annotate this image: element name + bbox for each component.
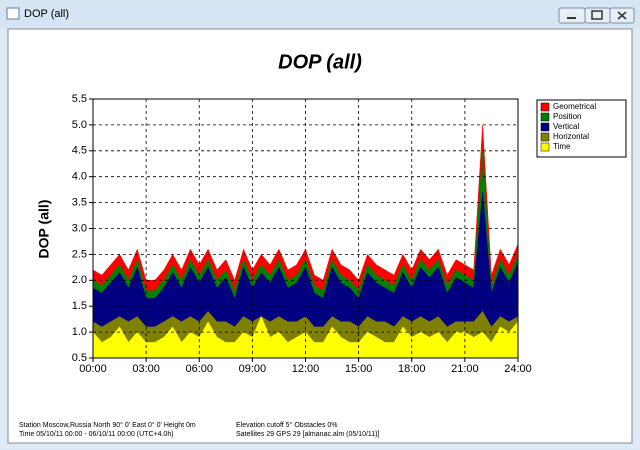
- title-bar: [0, 0, 640, 28]
- minimize-button[interactable]: [558, 7, 586, 24]
- plot: 0.5 1.0 1.5 2.0 2.5 3.0 3.5 4.0 4.5 5.0 5.5 00:00 03…: [72, 93, 532, 375]
- footer-elevation: Elevation cutoff 5° Obstacles 0%: [236, 421, 338, 429]
- x-tick-label: 09:00: [239, 363, 267, 375]
- legend-label: Position: [553, 112, 581, 121]
- y-tick-label: 3.5: [72, 197, 87, 209]
- footer-time: Time 05/10/11 00:00 - 06/10/11 00:00 (UT…: [19, 431, 174, 438]
- close-icon: [617, 11, 627, 20]
- window-buttons: [558, 7, 635, 24]
- x-tick-label: 06:00: [185, 363, 213, 375]
- legend-label: Geometrical: [553, 102, 596, 111]
- legend-swatch: [540, 112, 550, 122]
- y-tick-label: 0.5: [72, 352, 87, 364]
- legend-entries: GeometricalPositionVerticalHorizontalTim…: [540, 102, 596, 152]
- legend: [536, 99, 627, 158]
- legend-swatch: [540, 142, 550, 152]
- app-icon: [6, 7, 20, 20]
- x-tick-label: 24:00: [504, 363, 532, 375]
- x-tick-label: 21:00: [451, 363, 479, 375]
- y-tick-label: 4.5: [72, 145, 87, 157]
- footer-station: Station Moscow,Russia North 90° 0' East …: [19, 421, 196, 429]
- y-tick-label: 3.0: [72, 222, 87, 234]
- y-tick-label: 2.0: [72, 274, 87, 286]
- y-tick-label: 1.0: [72, 326, 87, 338]
- minimize-icon: [567, 17, 576, 19]
- legend-swatch: [540, 102, 550, 112]
- legend-swatch: [540, 122, 550, 132]
- y-axis-label: DOP (all): [36, 200, 52, 259]
- x-tick-label: 00:00: [79, 363, 107, 375]
- x-tick-label: 15:00: [345, 363, 373, 375]
- x-tick-label: 18:00: [398, 363, 426, 375]
- legend-label: Horizontal: [553, 132, 589, 141]
- legend-label: Vertical: [553, 122, 579, 131]
- legend-label: Time: [553, 142, 571, 151]
- legend-swatch: [540, 132, 550, 142]
- client-area: [7, 28, 633, 444]
- x-tick-label: 03:00: [132, 363, 160, 375]
- chart-title: DOP (all): [278, 51, 362, 73]
- footer-satellites: Satellites 29 GPS 29 [almanac.alm (05/10…: [236, 431, 380, 438]
- window-title: DOP (all): [24, 8, 69, 20]
- y-tick-label: 2.5: [72, 248, 87, 260]
- y-tick-label: 1.5: [72, 300, 87, 312]
- y-tick-label: 5.5: [72, 93, 87, 105]
- plot-border: [92, 98, 519, 359]
- maximize-icon: [591, 10, 603, 20]
- x-tick-label: 12:00: [292, 363, 320, 375]
- y-tick-label: 4.0: [72, 171, 87, 183]
- y-tick-label: 5.0: [72, 119, 87, 131]
